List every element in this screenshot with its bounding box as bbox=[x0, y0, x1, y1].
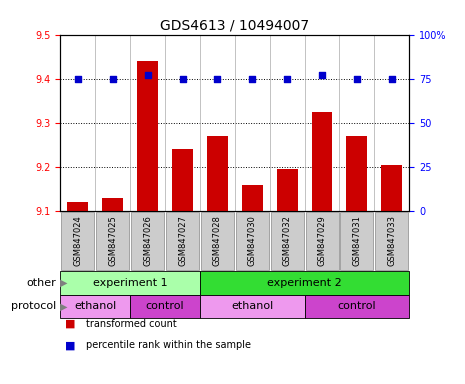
Text: ethanol: ethanol bbox=[231, 301, 273, 311]
Text: control: control bbox=[338, 301, 376, 311]
Point bbox=[144, 72, 152, 78]
Text: ■: ■ bbox=[65, 340, 76, 350]
Text: GSM847027: GSM847027 bbox=[178, 215, 187, 266]
Bar bbox=[346, 136, 367, 211]
Bar bbox=[242, 185, 263, 211]
Text: ▶: ▶ bbox=[60, 278, 67, 288]
Point bbox=[353, 76, 361, 82]
Text: GSM847025: GSM847025 bbox=[108, 215, 117, 266]
Title: GDS4613 / 10494007: GDS4613 / 10494007 bbox=[160, 18, 309, 32]
Point bbox=[109, 76, 116, 82]
Bar bbox=[207, 136, 228, 211]
Text: experiment 1: experiment 1 bbox=[93, 278, 167, 288]
Text: GSM847026: GSM847026 bbox=[143, 215, 152, 266]
Point bbox=[74, 76, 82, 82]
Text: GSM847032: GSM847032 bbox=[283, 215, 292, 266]
Text: GSM847031: GSM847031 bbox=[352, 215, 361, 266]
Point bbox=[388, 76, 395, 82]
Text: experiment 2: experiment 2 bbox=[267, 278, 342, 288]
Text: protocol: protocol bbox=[11, 301, 56, 311]
Bar bbox=[137, 61, 158, 211]
Bar bbox=[172, 149, 193, 211]
Text: GSM847029: GSM847029 bbox=[318, 215, 326, 266]
Text: ethanol: ethanol bbox=[74, 301, 116, 311]
Bar bbox=[277, 169, 298, 211]
Point bbox=[318, 72, 325, 78]
Text: control: control bbox=[146, 301, 185, 311]
Bar bbox=[67, 202, 88, 211]
Text: percentile rank within the sample: percentile rank within the sample bbox=[86, 340, 251, 350]
Point bbox=[248, 76, 256, 82]
Text: GSM847033: GSM847033 bbox=[387, 215, 396, 266]
Bar bbox=[312, 112, 332, 211]
Text: GSM847030: GSM847030 bbox=[248, 215, 257, 266]
Text: transformed count: transformed count bbox=[86, 319, 177, 329]
Text: ▶: ▶ bbox=[60, 301, 67, 311]
Bar bbox=[102, 198, 123, 211]
Bar bbox=[381, 165, 402, 211]
Point bbox=[214, 76, 221, 82]
Text: GSM847028: GSM847028 bbox=[213, 215, 222, 266]
Point bbox=[283, 76, 291, 82]
Text: GSM847024: GSM847024 bbox=[73, 215, 82, 266]
Text: other: other bbox=[26, 278, 56, 288]
Point bbox=[179, 76, 186, 82]
Text: ■: ■ bbox=[65, 319, 76, 329]
